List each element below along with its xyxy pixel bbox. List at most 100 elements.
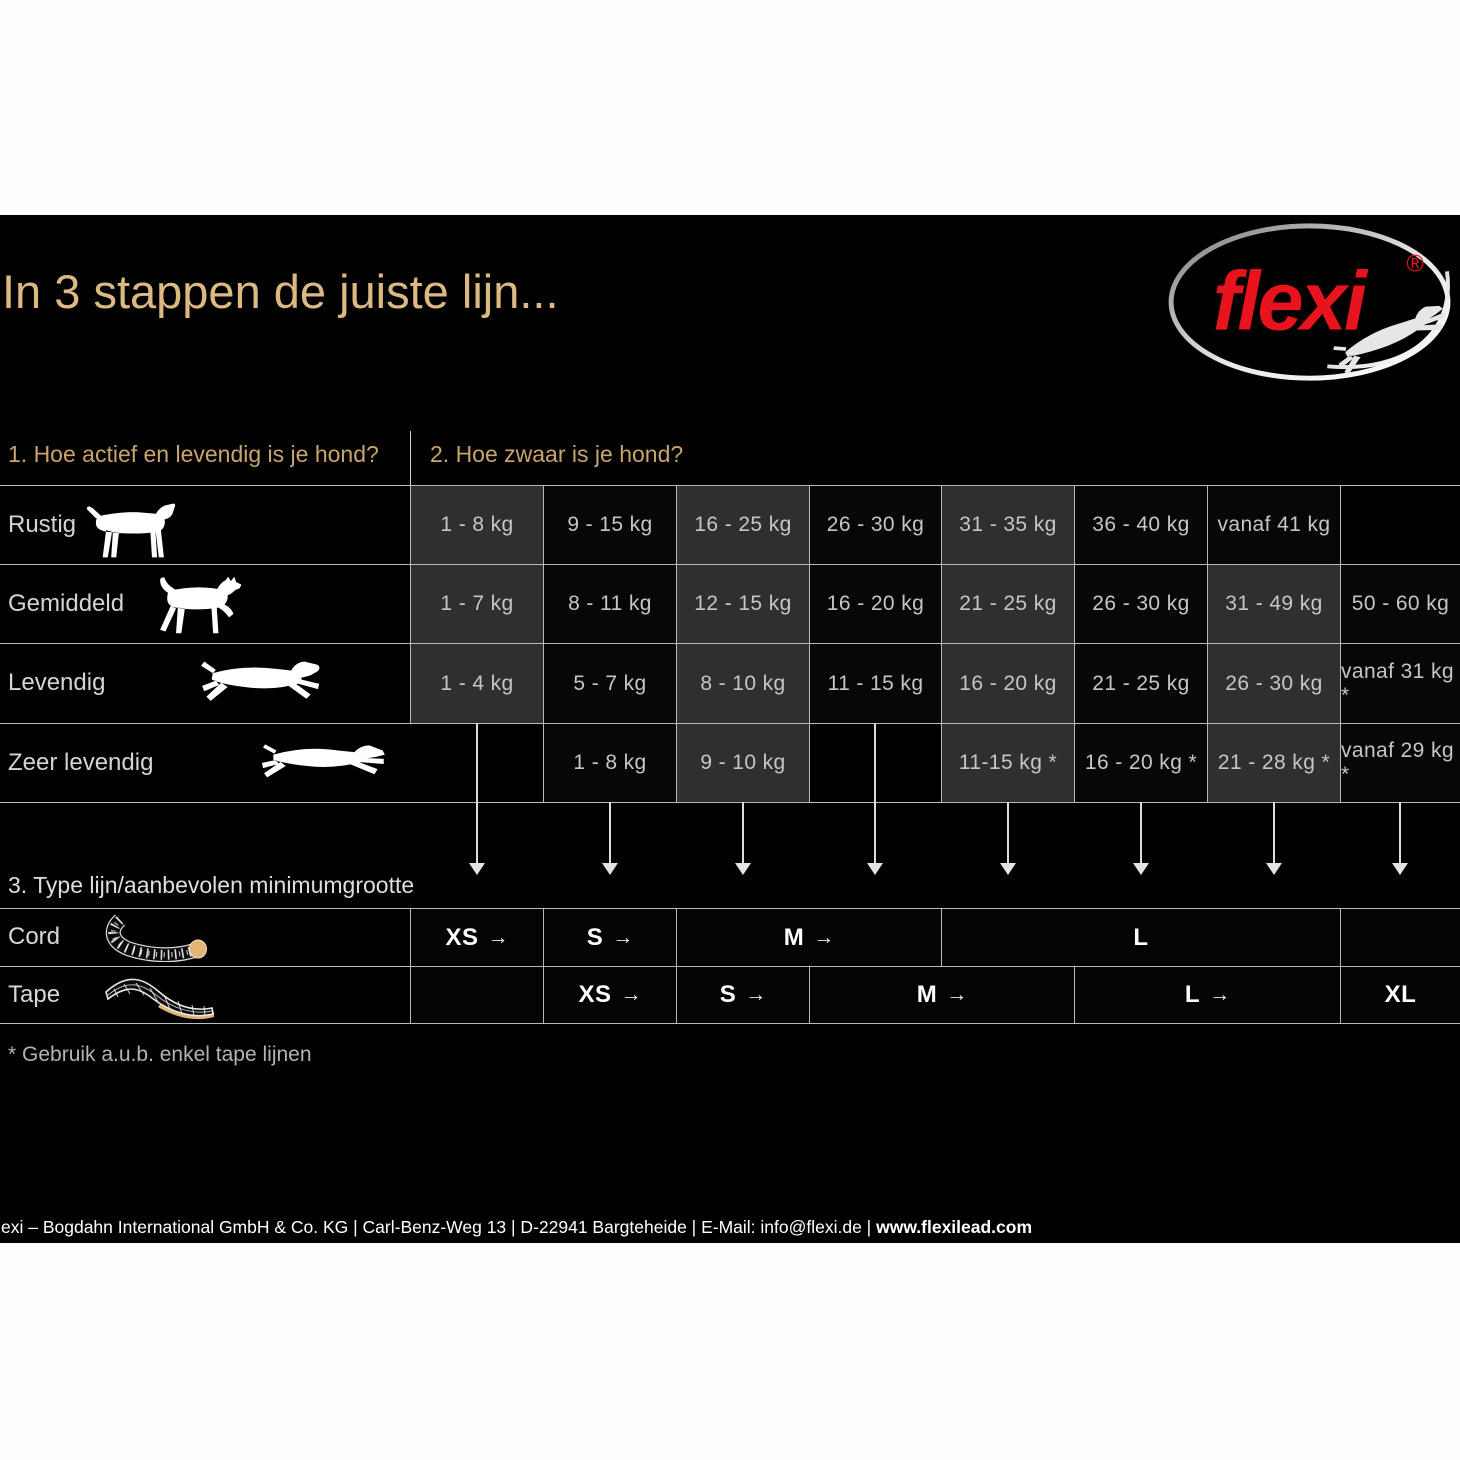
footer-website: www.flexilead.com	[876, 1217, 1033, 1237]
size-cell	[1340, 908, 1460, 967]
flow-arrow-stem	[1273, 802, 1275, 864]
dog-running-icon	[201, 661, 320, 701]
size-cell: XS →	[543, 966, 677, 1024]
right-arrow-icon: →	[745, 983, 767, 1006]
right-arrow-icon: →	[620, 983, 642, 1006]
weight-cell: vanaf 29 kg *	[1340, 723, 1460, 803]
flexi-logo: flexi ®	[1168, 223, 1451, 381]
activity-label-zeer-levendig: Zeer levendig	[8, 748, 154, 776]
tape-leash-icon	[105, 978, 214, 1020]
weight-cell: 21 - 28 kg *	[1207, 723, 1341, 803]
flow-arrowhead-icon	[469, 863, 485, 875]
flow-arrow-stem	[1399, 802, 1401, 864]
flow-arrow-stem	[476, 723, 478, 864]
activity-label-gemiddeld: Gemiddeld	[8, 589, 125, 617]
size-letter: M	[916, 981, 938, 1008]
dog-standing-icon	[86, 503, 176, 558]
size-letter: XS	[445, 923, 479, 951]
size-letter: XL	[1384, 981, 1417, 1008]
weight-cell: 16 - 25 kg	[676, 485, 810, 565]
weight-cell: 36 - 40 kg	[1074, 485, 1208, 565]
weight-cell: 5 - 7 kg	[543, 643, 677, 724]
size-letter: XS	[578, 981, 612, 1008]
section-divider	[410, 431, 411, 486]
weight-cell: 1 - 4 kg	[410, 643, 544, 724]
size-letter: L	[1184, 981, 1201, 1008]
weight-cell: 1 - 8 kg	[543, 723, 677, 803]
right-arrow-icon: →	[1209, 983, 1231, 1006]
weight-cell: 9 - 15 kg	[543, 485, 677, 565]
weight-cell: 16 - 20 kg *	[1074, 723, 1208, 803]
page-title: In 3 stappen de juiste lijn...	[2, 265, 559, 318]
weight-cell: vanaf 31 kg *	[1340, 643, 1460, 724]
size-cell: XL	[1340, 966, 1460, 1024]
weight-cell: 50 - 60 kg	[1340, 564, 1460, 644]
weight-cell: 8 - 10 kg	[676, 643, 810, 724]
weight-cell: 1 - 7 kg	[410, 564, 544, 644]
weight-cell: 9 - 10 kg	[676, 723, 810, 803]
flexi-wordmark: flexi	[1213, 255, 1369, 348]
weight-cell: 26 - 30 kg	[809, 485, 942, 565]
right-arrow-icon: →	[946, 983, 968, 1006]
cord-leash-icon	[105, 914, 207, 962]
step2-heading: 2. Hoe zwaar is je hond?	[430, 441, 684, 467]
right-arrow-icon: →	[487, 925, 509, 949]
weight-cell: 8 - 11 kg	[543, 564, 677, 644]
right-arrow-icon: →	[813, 925, 835, 949]
flow-arrowhead-icon	[1392, 863, 1408, 875]
size-cell: L	[941, 908, 1341, 967]
dog-trotting-icon	[160, 576, 242, 634]
step3-heading: 3. Type lijn/aanbevolen minimumgrootte	[8, 872, 415, 898]
dog-sprinting-icon	[262, 744, 385, 778]
flow-arrow-stem	[742, 802, 744, 864]
footer-company-info: exi – Bogdahn International GmbH & Co. K…	[1, 1217, 877, 1237]
weight-cell: 31 - 35 kg	[941, 485, 1075, 565]
flow-arrow-stem	[874, 723, 876, 864]
flow-arrowhead-icon	[602, 863, 618, 875]
size-cell	[410, 966, 544, 1024]
activity-label-levendig: Levendig	[8, 669, 106, 696]
weight-cell: 31 - 49 kg	[1207, 564, 1341, 644]
weight-cell: 11-15 kg *	[941, 723, 1075, 803]
weight-cell: 12 - 15 kg	[676, 564, 810, 644]
size-row-label-cord: Cord	[8, 923, 61, 950]
weight-cell: 21 - 25 kg	[941, 564, 1075, 644]
weight-cell: 26 - 30 kg	[1074, 564, 1208, 644]
size-cell: S →	[676, 966, 810, 1024]
size-cell: M →	[809, 966, 1075, 1024]
size-cell: XS →	[410, 908, 544, 967]
flow-arrow-stem	[1140, 802, 1142, 864]
flow-arrowhead-icon	[1133, 863, 1149, 875]
size-row-label-tape: Tape	[8, 980, 61, 1008]
weight-cell: 11 - 15 kg	[809, 643, 942, 724]
step1-heading: 1. Hoe actief en levendig is je hond?	[8, 441, 379, 467]
leaping-dog-icon	[1333, 305, 1446, 375]
flow-arrowhead-icon	[1000, 863, 1016, 875]
size-cell: M →	[676, 908, 942, 967]
size-letter: S	[719, 981, 737, 1008]
size-cell: L →	[1074, 966, 1341, 1024]
flow-arrowhead-icon	[1266, 863, 1282, 875]
footnote: * Gebruik a.u.b. enkel tape lijnen	[8, 1043, 312, 1066]
weight-cell: 16 - 20 kg	[809, 564, 942, 644]
flow-arrowhead-icon	[867, 863, 883, 875]
weight-cell: 26 - 30 kg	[1207, 643, 1341, 724]
flow-arrowhead-icon	[735, 863, 751, 875]
right-arrow-icon: →	[612, 925, 634, 949]
size-letter: M	[783, 923, 805, 951]
logo-swoosh	[1327, 271, 1450, 370]
size-letter: L	[1133, 923, 1149, 951]
size-cell: S →	[543, 908, 677, 967]
weight-cell: 16 - 20 kg	[941, 643, 1075, 724]
size-letter: S	[586, 923, 604, 951]
flow-arrow-stem	[609, 802, 611, 864]
weight-cell: vanaf 41 kg	[1207, 485, 1341, 565]
flow-arrow-stem	[1007, 802, 1009, 864]
footer-bar: exi – Bogdahn International GmbH & Co. K…	[1, 1217, 1032, 1238]
registered-mark: ®	[1406, 251, 1424, 277]
weight-cell: 1 - 8 kg	[410, 485, 544, 565]
weight-cell: 21 - 25 kg	[1074, 643, 1208, 724]
activity-label-rustig: Rustig	[8, 510, 77, 538]
